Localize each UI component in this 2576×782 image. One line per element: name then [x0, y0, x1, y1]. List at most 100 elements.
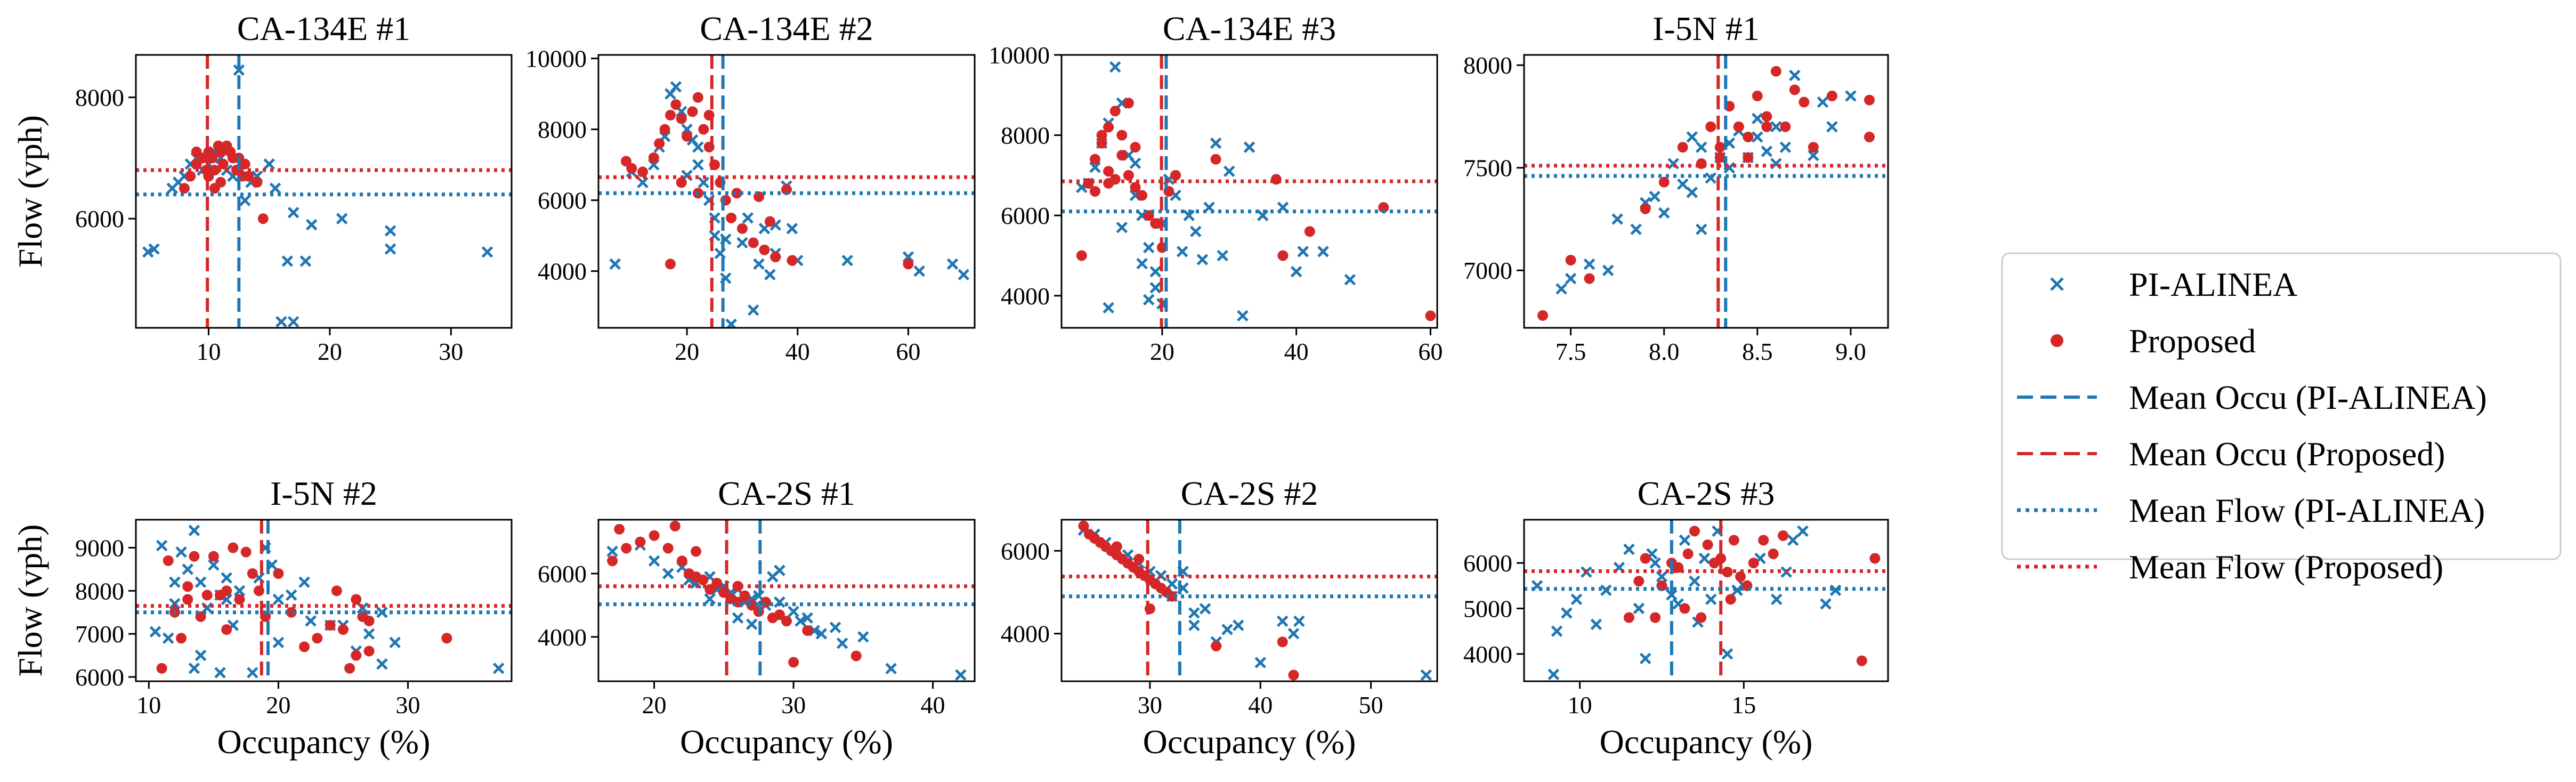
proposed-point [637, 166, 649, 178]
pi-alinea-point [1752, 131, 1763, 143]
proposed-point [1103, 166, 1114, 177]
x-tick-label: 20 [642, 691, 667, 719]
pi-alinea-point [1237, 310, 1249, 322]
proposed-point [676, 555, 687, 567]
proposed-point [731, 188, 742, 199]
proposed-point [1702, 539, 1713, 550]
pi-alinea-point [1217, 249, 1228, 262]
proposed-point [1705, 121, 1716, 132]
y-tick-label: 10000 [525, 45, 587, 72]
subplot-title: I-5N #1 [1652, 10, 1760, 47]
proposed-point [331, 585, 342, 596]
y-axis-label: Flow (vph) [11, 115, 49, 268]
plot-area [598, 55, 975, 328]
proposed-point [1089, 154, 1100, 165]
proposed-point [182, 594, 193, 605]
pi-alinea-point [195, 576, 207, 588]
pi-alinea-point [1129, 157, 1141, 170]
proposed-point [1584, 273, 1595, 284]
proposed-point [607, 555, 618, 567]
subplot-title: I-5N #2 [270, 474, 377, 512]
y-tick-label: 7500 [1463, 155, 1512, 182]
pi-alinea-point [1293, 615, 1305, 627]
proposed-point [850, 650, 862, 662]
proposed-point [1130, 182, 1141, 193]
axes-frame [1060, 54, 1438, 329]
subplot-title: CA-2S #1 [718, 474, 855, 512]
proposed-point [252, 176, 263, 188]
proposed-point [1658, 176, 1670, 188]
proposed-point [698, 124, 709, 135]
pi-alinea-point [1649, 557, 1661, 569]
proposed-point [788, 657, 799, 668]
proposed-point [1715, 553, 1727, 564]
proposed-point [1714, 152, 1726, 163]
pi-alinea-point [1420, 669, 1432, 681]
subplot-i-5n-1: I-5N #1 7.5 8.0 8.5 9.0 7000 7500 8000 [1463, 10, 1889, 365]
proposed-point [1211, 640, 1222, 651]
pi-alinea-point [1290, 265, 1302, 278]
proposed-point [669, 520, 681, 531]
pi-alinea-point [247, 667, 258, 679]
pi-alinea-point [1686, 131, 1698, 143]
pi-alinea-point [746, 618, 758, 630]
pi-alinea-point [1649, 190, 1660, 203]
pi-alinea-point [142, 246, 154, 258]
proposed-point [215, 176, 226, 188]
proposed-point [1826, 90, 1837, 101]
pi-alinea-point [276, 316, 287, 328]
y-tick-label: 8000 [1001, 122, 1050, 149]
x-tick-label: 9.0 [1835, 338, 1866, 365]
subplot-title: CA-134E #3 [1163, 10, 1336, 47]
subplot-title: CA-134E #2 [700, 10, 873, 47]
pi-alinea-point [1761, 146, 1773, 157]
x-axis-label: Occupancy (%) [1600, 723, 1813, 761]
proposed-point [726, 212, 737, 223]
proposed-point [208, 551, 219, 562]
x-tick-label: 15 [1731, 691, 1756, 719]
pi-alinea-point [857, 631, 869, 643]
pi-alinea-point [1698, 552, 1711, 565]
proposed-point [1770, 66, 1781, 77]
axes-frame [1523, 54, 1889, 329]
y-tick-label: 8000 [538, 116, 587, 143]
proposed-point [1103, 122, 1114, 133]
pi-alinea-point [885, 663, 897, 675]
subplot-ca-2s-3: CA-2S #3 10 15 4000 5000 6000 Occupancy (%) [1463, 474, 1889, 761]
legend: PI-ALINEA Proposed Mean Occu (PI-ALINEA) Me… [2001, 252, 2562, 586]
pi-alinea-point [753, 258, 765, 270]
pi-alinea-point [305, 219, 318, 231]
proposed-point [774, 609, 785, 620]
pi-alinea-point [1210, 137, 1222, 149]
pi-alinea-point [747, 304, 759, 316]
legend-label: Mean Occu (PI-ALINEA) [2129, 378, 2487, 416]
proposed-point [1689, 526, 1700, 537]
proposed-point [1656, 580, 1667, 591]
subplot-i-5n-2: I-5N #2 10 20 30 6000 7000 8000 9000 Flow (vph) O… [11, 474, 513, 761]
proposed-point [201, 590, 213, 601]
x-tick-label: 40 [1284, 338, 1309, 365]
proposed-point [312, 633, 323, 644]
pi-alinea-point [732, 612, 744, 624]
proposed-point [648, 152, 659, 163]
y-tick-label: 6000 [538, 560, 587, 587]
pi-alinea-point [1789, 69, 1801, 82]
proposed-point [1378, 202, 1389, 213]
proposed-point [649, 530, 660, 541]
y-tick-label: 7000 [1463, 257, 1512, 284]
pi-alinea-point [1570, 593, 1583, 606]
x-tick-label: 10 [1568, 691, 1592, 719]
pi-alinea-point [1808, 149, 1819, 162]
proposed-point [691, 571, 702, 582]
proposed-point [344, 663, 355, 674]
x-tick-label: 30 [1138, 691, 1162, 719]
proposed-point [682, 131, 693, 142]
legend-entry: Mean Flow (PI-ALINEA) [2017, 491, 2485, 529]
proposed-point [286, 607, 297, 618]
proposed-point [221, 624, 232, 635]
y-tick-label: 8000 [75, 577, 124, 604]
pi-alinea-point [1666, 589, 1678, 601]
x-axis-label: Occupancy (%) [217, 723, 431, 761]
proposed-point [1799, 96, 1810, 108]
subplot-ca-134e-2: CA-134E #2 20 40 60 4000 6000 8000 10000 [525, 10, 976, 365]
